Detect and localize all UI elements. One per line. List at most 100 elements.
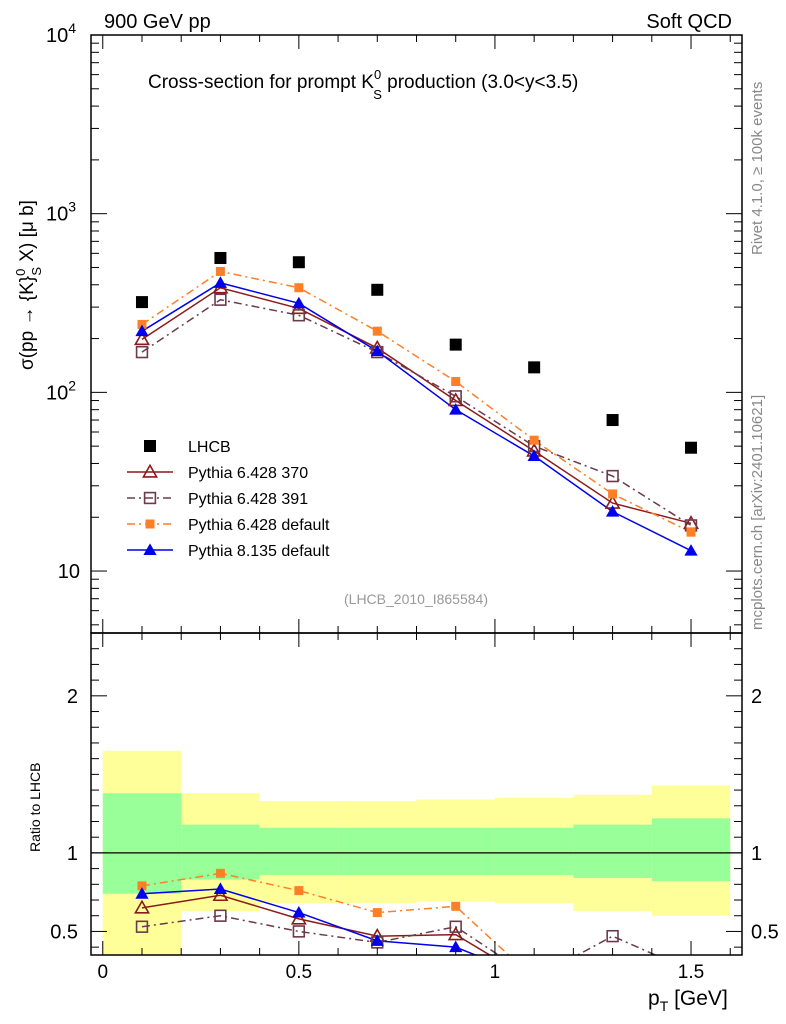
header-left: 900 GeV pp: [104, 11, 211, 33]
ratio-point-p8: [370, 934, 384, 946]
point-p8: [370, 344, 384, 357]
ratio-point-p370: [528, 975, 541, 987]
series-line-p8: [141, 282, 692, 552]
band-inner: [573, 824, 652, 879]
point-lhcb: [292, 256, 305, 269]
legend-marker-pdef: [145, 519, 155, 529]
ratio-line-p370: [141, 894, 492, 955]
point-p391: [292, 309, 306, 322]
legend: LHCB Pythia 6.428 370 Pythia 6.428 391 Pyth…: [127, 439, 330, 560]
ratio-point-p391: [529, 973, 540, 984]
band-inner: [416, 827, 495, 875]
ratio-point-pdef: [215, 868, 225, 878]
y-tick-label: 103: [46, 199, 76, 226]
ratio-point-p370: [290, 910, 307, 925]
ratio-point-p391: [292, 925, 306, 938]
band-inner: [259, 827, 339, 875]
point-p8: [135, 324, 149, 337]
legend-label-pdef: Pythia 6.428 default: [188, 517, 330, 534]
source-label: mcplots.cern.ch [arXiv:2401.10621]: [749, 395, 766, 630]
ratio-point-p391: [214, 909, 227, 922]
x-tick-label: 0.5: [286, 962, 312, 983]
band-inner: [494, 827, 574, 875]
band-inner: [102, 793, 182, 894]
point-p8: [527, 449, 541, 462]
y-tick-label: 102: [46, 377, 76, 404]
chart-title: Cross-section for prompt K0 S production …: [148, 67, 578, 102]
point-p8: [292, 296, 306, 309]
legend-label-p391: Pythia 6.428 391: [188, 491, 308, 508]
point-lhcb: [135, 296, 148, 309]
point-lhcb: [449, 338, 462, 351]
y-tick-label: 10: [58, 561, 80, 583]
legend-label-lhcb: LHCB: [188, 439, 231, 456]
point-p8: [605, 505, 620, 517]
ratio-point-p391: [449, 920, 462, 933]
ratio-line-pdef: [141, 872, 510, 955]
ratio-point-p8: [213, 882, 228, 894]
ratio-tick-label-left: 0.5: [50, 921, 78, 943]
point-pdef: [215, 266, 225, 276]
ratio-line-p8: [141, 888, 478, 955]
ratio-tick-label-right: 2: [751, 686, 762, 708]
ratio-tick-label-left: 2: [67, 686, 78, 708]
x-tick-label: 0: [97, 962, 108, 983]
ratio-point-p8: [606, 975, 619, 987]
ratio-point-p370: [212, 887, 229, 902]
point-lhcb: [685, 441, 698, 454]
header-right: Soft QCD: [646, 11, 732, 33]
series-line-p370: [141, 286, 692, 525]
ratio-point-pdef: [608, 974, 617, 983]
ratio-tick-label-right: 0.5: [751, 921, 779, 943]
y-tick-label: 104: [46, 20, 76, 47]
point-pdef: [137, 319, 147, 329]
point-p391: [135, 345, 149, 359]
x-tick-label: 1.5: [678, 962, 704, 983]
ratio-point-p370: [134, 899, 150, 914]
legend-label-p370: Pythia 6.428 370: [188, 465, 308, 482]
ratio-point-p8: [528, 972, 541, 984]
ratio-point-p370: [447, 926, 464, 941]
ratio-point-pdef: [294, 886, 304, 896]
point-p391: [214, 293, 227, 306]
point-p391: [449, 390, 462, 403]
legend-marker-p370: [142, 463, 158, 478]
point-p8: [213, 276, 228, 288]
point-pdef: [372, 326, 382, 336]
point-p370: [134, 331, 150, 346]
legend-marker-p8: [143, 543, 157, 555]
point-p8: [449, 403, 463, 415]
ratio-line-p391: [141, 914, 658, 955]
x-tick-label: 1: [490, 962, 501, 983]
point-pdef: [451, 377, 461, 387]
ratio-point-p391: [135, 920, 149, 933]
rivet-label: Rivet 4.1.0, ≥ 100k events: [749, 82, 766, 255]
ratio-tick-label-left: 1: [67, 843, 78, 865]
point-lhcb: [371, 283, 384, 296]
legend-label-p8: Pythia 8.135 default: [188, 543, 330, 560]
legend-marker-p391: [143, 491, 157, 505]
point-p391: [606, 469, 619, 483]
ratio-point-p8: [292, 905, 306, 918]
x-axis-label: pT [GeV]: [648, 987, 728, 1014]
ratio-point-p391: [606, 929, 619, 943]
ratio-tick-label-right: 1: [751, 843, 762, 865]
ratio-point-p8: [135, 887, 149, 899]
ratio-point-pdef: [137, 881, 147, 891]
ratio-point-pdef: [451, 901, 461, 911]
band-inner: [338, 827, 417, 875]
point-lhcb: [606, 414, 619, 427]
analysis-id: (LHCB_2010_I865584): [344, 591, 488, 607]
ratio-point-pdef: [372, 908, 382, 918]
point-p8: [684, 544, 698, 556]
point-pdef: [529, 435, 539, 445]
ratio-point-pdef: [530, 974, 539, 983]
ratio-point-p370: [606, 977, 619, 989]
point-pdef: [608, 489, 618, 499]
y-axis-label-ratio: Ratio to LHCB: [27, 763, 43, 852]
legend-marker-lhcb: [144, 440, 156, 452]
point-pdef: [686, 527, 696, 537]
series-line-pdef: [141, 270, 692, 533]
y-axis-label-main: σ(pp → {K}0S X) [μ b]: [13, 200, 44, 370]
